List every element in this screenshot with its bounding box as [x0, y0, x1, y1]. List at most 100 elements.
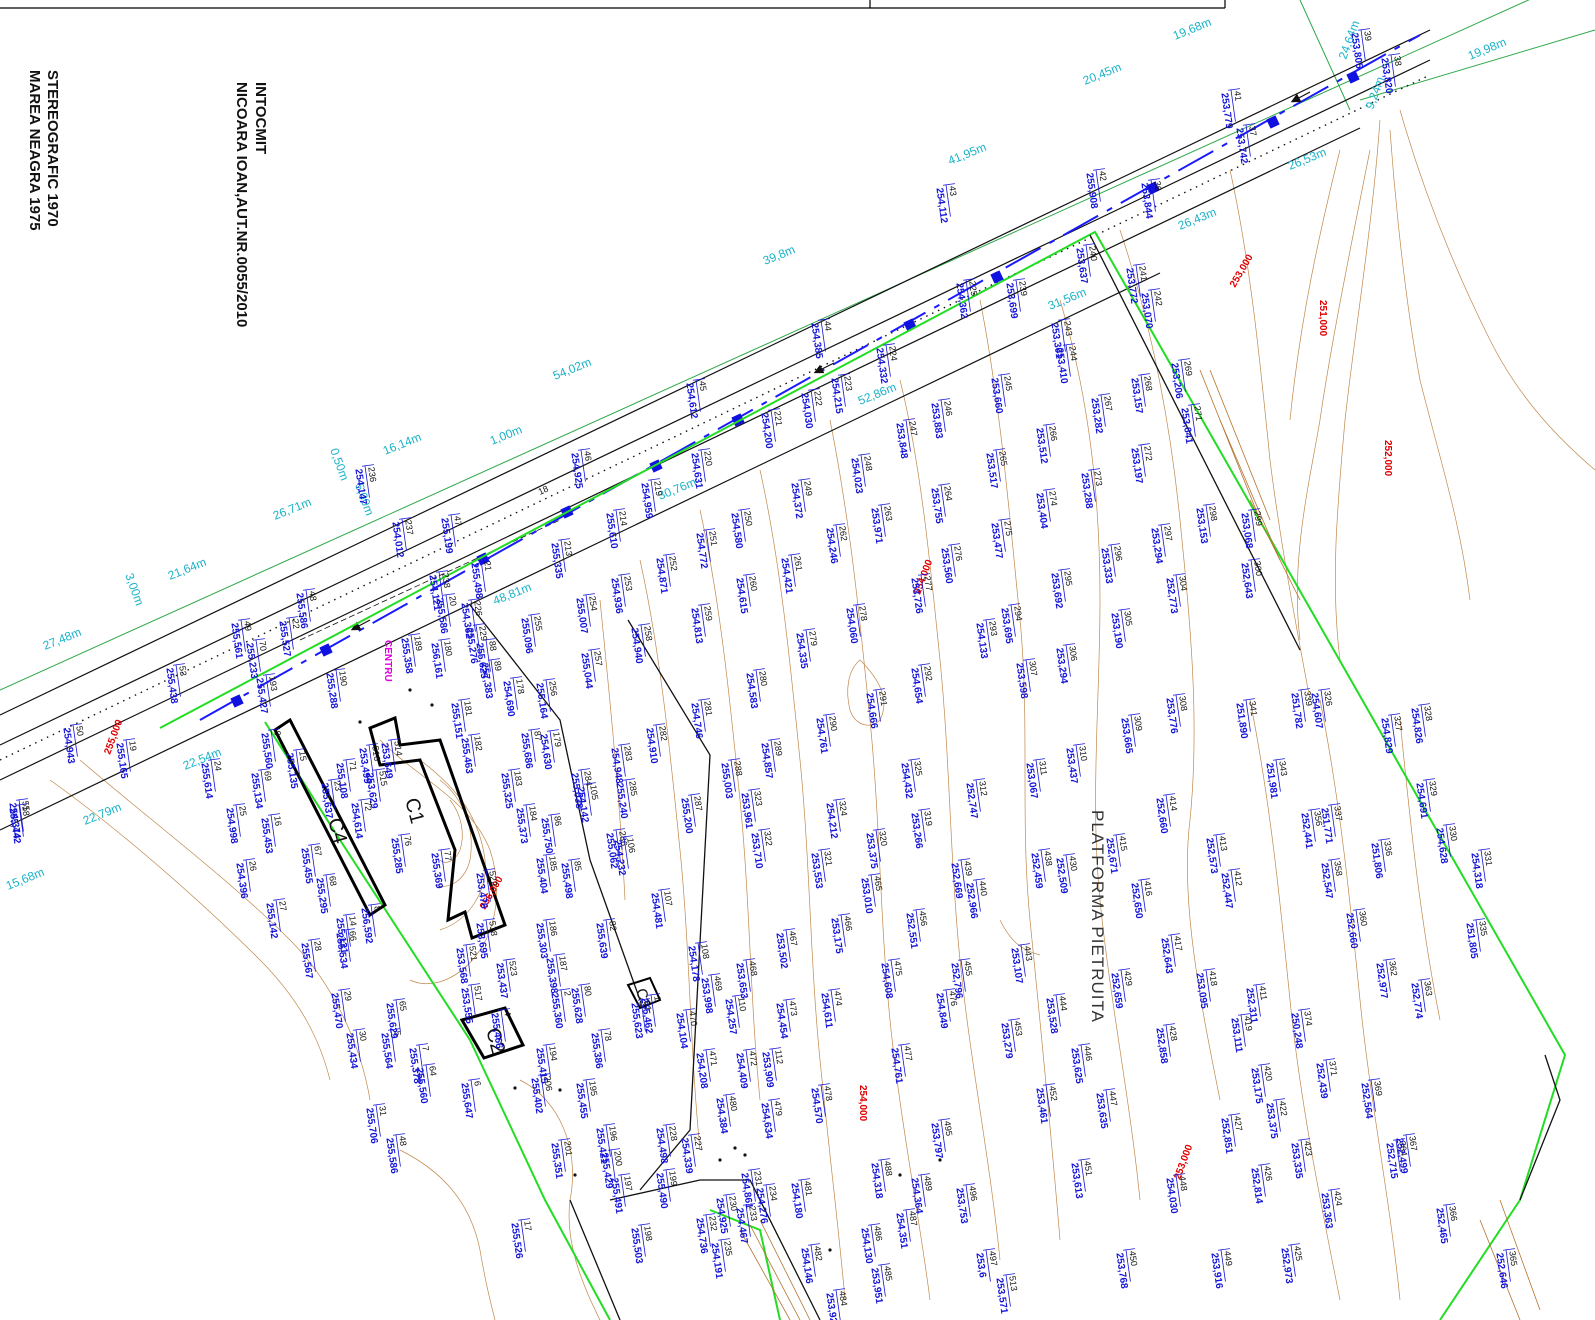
elevation-point-value: 253,095: [1193, 972, 1209, 1010]
elevation-point-rule: [1205, 504, 1211, 537]
elevation-point-value: 255,285: [388, 837, 404, 875]
elevation-point-tick: [467, 733, 480, 736]
elevation-point-tick: [1357, 28, 1370, 31]
elevation-point-value: 253,375: [863, 832, 879, 870]
elevation-point-tick: [1177, 358, 1190, 361]
elevation-point-value: 253,637: [1073, 247, 1089, 285]
elevation-point-rule: [940, 484, 946, 517]
elevation-point-tick: [1117, 608, 1130, 611]
elevation-point-number: 108: [699, 943, 711, 959]
elevation-point-rule: [1230, 1114, 1236, 1147]
elevation-point-tick: [1137, 443, 1150, 446]
elevation-point-tick: [1077, 1043, 1090, 1046]
elevation-point-number: 518: [487, 920, 499, 936]
elevation-point-rule: [1035, 759, 1041, 792]
elevation-point-value: 255,560: [258, 732, 274, 770]
elevation-point-value: 253,613: [1068, 1162, 1084, 1200]
elevation-point-value: 255,038: [568, 772, 584, 810]
elevation-point-rule: [1045, 489, 1051, 522]
elevation-point-number: 282: [657, 725, 669, 741]
elevation-point-number: 180: [442, 640, 454, 656]
elevation-point-tick: [997, 373, 1010, 376]
elevation-point-value: 253,070: [1138, 292, 1154, 330]
elevation-point-value: 253,067: [1023, 762, 1039, 800]
elevation-point-value: 254,628: [1433, 827, 1449, 865]
elevation-point-number: 37: [1247, 125, 1258, 136]
elevation-point-value: 254,012: [389, 521, 405, 559]
elevation-point-rule: [460, 699, 466, 732]
elevation-point-number: 72: [362, 800, 373, 811]
elevation-point-rule: [295, 749, 301, 782]
elevation-point-tick: [262, 673, 275, 676]
elevation-point-number: 31: [377, 1105, 388, 1116]
elevation-point-number: 485: [882, 1265, 894, 1281]
elevation-point-rule: [920, 574, 926, 607]
elevation-point-tick: [1417, 703, 1430, 706]
elevation-point-tick: [1317, 688, 1330, 691]
elevation-point-rule: [490, 659, 496, 692]
elevation-point-number: 27: [277, 900, 288, 911]
elevation-point-tick: [387, 738, 400, 741]
elevation-point-number: 277: [922, 575, 934, 591]
elevation-point-number: 424: [1332, 1190, 1344, 1206]
elevation-point-rule: [375, 1104, 381, 1137]
elevation-point-number: 80: [582, 985, 593, 996]
elevation-point-tick: [1157, 523, 1170, 526]
elevation-point-tick: [612, 828, 625, 831]
elevation-point-tick: [1402, 1133, 1415, 1136]
elevation-point-tick: [467, 983, 480, 986]
elevation-point-value: 254,372: [788, 482, 804, 520]
elevation-point-number: 26: [247, 860, 258, 871]
elevation-point-number: 186: [547, 920, 559, 936]
elevation-point-number: 426: [1262, 1165, 1274, 1181]
elevation-point-value: 253,805: [1348, 32, 1364, 70]
elevation-point-rule: [1140, 374, 1146, 407]
elevation-point-value: 255,614: [198, 762, 214, 800]
elevation-point-number: 265: [997, 450, 1009, 466]
elevation-point-number: 481: [802, 1180, 814, 1196]
elevation-point-rule: [570, 859, 576, 892]
elevation-point-tick: [482, 638, 495, 641]
elevation-point-tick: [365, 743, 378, 746]
elevation-point-number: 369: [1372, 1080, 1384, 1096]
elevation-point-tick: [1172, 1173, 1185, 1176]
distance-label: 15,68m: [4, 865, 46, 893]
elevation-point-number: 251: [707, 530, 719, 546]
elevation-point-tick: [617, 573, 630, 576]
elevation-point-tick: [1042, 488, 1055, 491]
elevation-point-tick: [767, 738, 780, 741]
elevation-point-value: 252,441: [1298, 812, 1314, 850]
elevation-points: 41253,77942255,90843254,11244254,3854525…: [6, 28, 1519, 1320]
elevation-point-tick: [522, 803, 535, 806]
elevation-point-number: 299: [1252, 510, 1264, 526]
elevation-point-number: 422: [1277, 1100, 1289, 1116]
elevation-point-value: 255,438: [163, 667, 179, 705]
elevation-point-rule: [560, 1139, 566, 1172]
elevation-point-number: 69: [262, 770, 273, 781]
flow-arrows: [350, 91, 1311, 631]
elevation-point-value: 253,844: [1138, 182, 1154, 220]
elevation-point-tick: [1237, 1013, 1250, 1016]
elevation-point-tick: [937, 1118, 950, 1121]
elevation-point-number: 325: [912, 760, 924, 776]
elevation-point-rule: [485, 869, 491, 902]
elevation-point-value: 254,191: [708, 1242, 724, 1280]
elevation-point-value: 255,373: [513, 807, 529, 845]
